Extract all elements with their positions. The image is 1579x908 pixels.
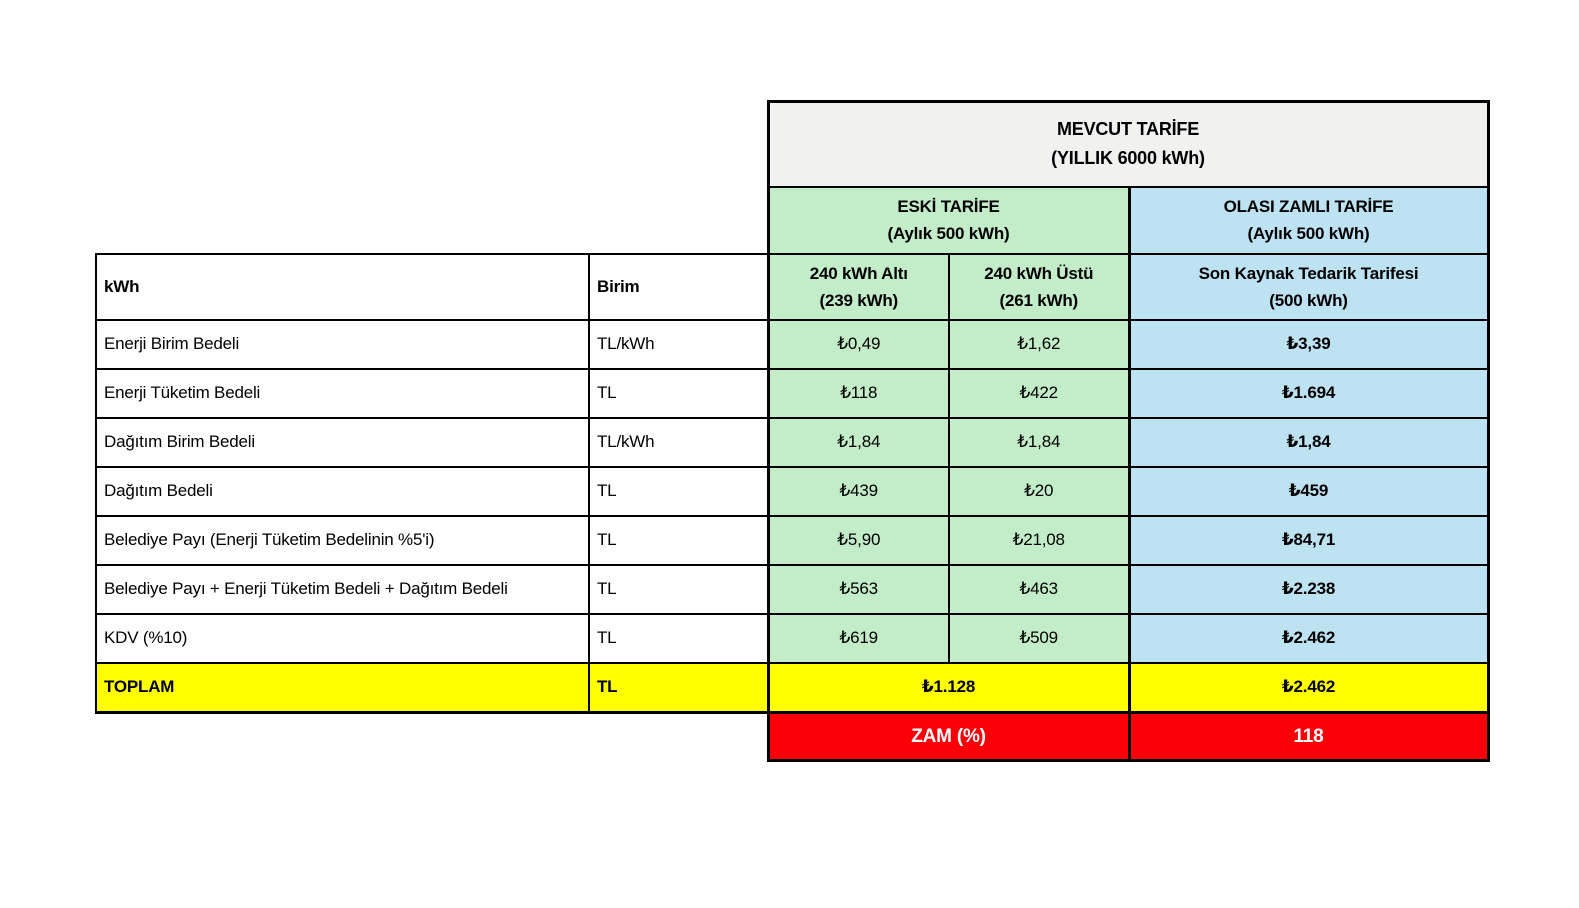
row-unit: TL/kWh xyxy=(588,416,769,468)
value-under240: ₺563 xyxy=(766,563,950,615)
value-over240: ₺509 xyxy=(948,612,1130,664)
value-zamli: ₺84,71 xyxy=(1127,514,1490,566)
row-unit: TL xyxy=(588,612,769,664)
row-unit: TL xyxy=(588,367,769,419)
value-over240: ₺21,08 xyxy=(948,514,1130,566)
col-header-under240-subtitle: (239 kWh) xyxy=(819,290,899,310)
row-label: Dağıtım Birim Bedeli xyxy=(95,416,590,468)
value-under240: ₺118 xyxy=(766,367,950,419)
row-label: Belediye Payı (Enerji Tüketim Bedelinin … xyxy=(95,514,590,566)
col-header-under240-title: 240 kWh Altı xyxy=(809,263,908,283)
tariff-comparison-table: MEVCUT TARİFE (YILLIK 6000 kWh) ESKİ TAR… xyxy=(95,100,1490,762)
row-label: KDV (%10) xyxy=(95,612,590,664)
value-over240: ₺20 xyxy=(948,465,1130,517)
row-unit: TL xyxy=(588,465,769,517)
zam-row: ZAM (%) 118 xyxy=(96,711,1490,762)
value-zamli: ₺1.694 xyxy=(1127,367,1490,419)
col-header-son-kaynak-subtitle: (500 kWh) xyxy=(1269,290,1348,310)
col-header-birim: Birim xyxy=(588,252,769,321)
value-over240: ₺422 xyxy=(948,367,1130,419)
value-under240: ₺619 xyxy=(766,612,950,664)
col-header-kwh: kWh xyxy=(95,252,590,321)
total-eski-value: ₺1.128 xyxy=(766,661,1130,714)
row-unit: TL/kWh xyxy=(588,318,769,370)
table-row: Belediye Payı + Enerji Tüketim Bedeli + … xyxy=(95,563,1490,615)
col-header-son-kaynak: Son Kaynak Tedarik Tarifesi (500 kWh) xyxy=(1127,252,1490,321)
empty-bottom-left xyxy=(96,713,768,761)
value-under240: ₺1,84 xyxy=(766,416,950,468)
eski-tarife-subtitle: (Aylık 500 kWh) xyxy=(887,224,1010,243)
table-row: Dağıtım Birim Bedeli TL/kWh ₺1,84 ₺1,84 … xyxy=(95,416,1490,468)
table-row: Enerji Birim Bedeli TL/kWh ₺0,49 ₺1,62 ₺… xyxy=(95,318,1490,370)
col-header-over240-title: 240 kWh Üstü xyxy=(984,263,1094,283)
table-row: Dağıtım Bedeli TL ₺439 ₺20 ₺459 xyxy=(95,465,1490,517)
value-under240: ₺439 xyxy=(766,465,950,517)
value-over240: ₺1,84 xyxy=(948,416,1130,468)
value-under240: ₺0,49 xyxy=(766,318,950,370)
table-row: Belediye Payı (Enerji Tüketim Bedelinin … xyxy=(95,514,1490,566)
col-header-over240-subtitle: (261 kWh) xyxy=(999,290,1079,310)
value-under240: ₺5,90 xyxy=(766,514,950,566)
value-over240: ₺1,62 xyxy=(948,318,1130,370)
value-zamli: ₺459 xyxy=(1127,465,1490,517)
col-header-under240: 240 kWh Altı (239 kWh) xyxy=(766,252,950,321)
table-row: Enerji Tüketim Bedeli TL ₺118 ₺422 ₺1.69… xyxy=(95,367,1490,419)
mevcut-tarife-subtitle: (YILLIK 6000 kWh) xyxy=(1051,148,1205,169)
zamli-tarife-subtitle: (Aylık 500 kWh) xyxy=(1247,224,1370,243)
eski-tarife-title: ESKİ TARİFE xyxy=(897,197,1000,216)
col-header-son-kaynak-title: Son Kaynak Tedarik Tarifesi xyxy=(1198,263,1419,283)
value-zamli: ₺2.462 xyxy=(1127,612,1490,664)
row-label: Dağıtım Bedeli xyxy=(95,465,590,517)
zamli-tarife-title: OLASI ZAMLI TARİFE xyxy=(1223,197,1394,216)
value-zamli: ₺1,84 xyxy=(1127,416,1490,468)
zam-label: ZAM (%) xyxy=(766,711,1130,762)
mevcut-tarife-title: MEVCUT TARİFE xyxy=(1056,119,1200,140)
row-unit: TL xyxy=(588,563,769,615)
mevcut-tarife-header: MEVCUT TARİFE (YILLIK 6000 kWh) xyxy=(766,100,1490,188)
empty-sub-left xyxy=(96,187,768,254)
value-zamli: ₺2.238 xyxy=(1127,563,1490,615)
zam-value: 118 xyxy=(1127,711,1490,762)
col-header-over240: 240 kWh Üstü (261 kWh) xyxy=(948,252,1130,321)
empty-top-left xyxy=(96,102,768,187)
total-zamli-value: ₺2.462 xyxy=(1127,661,1490,714)
table-row: KDV (%10) TL ₺619 ₺509 ₺2.462 xyxy=(95,612,1490,664)
row-label: Belediye Payı + Enerji Tüketim Bedeli + … xyxy=(95,563,590,615)
total-row: TOPLAM TL ₺1.128 ₺2.462 xyxy=(95,661,1490,714)
total-label: TOPLAM xyxy=(95,661,590,714)
row-label: Enerji Birim Bedeli xyxy=(95,318,590,370)
row-unit: TL xyxy=(588,514,769,566)
total-unit: TL xyxy=(588,661,769,714)
row-label: Enerji Tüketim Bedeli xyxy=(95,367,590,419)
value-over240: ₺463 xyxy=(948,563,1130,615)
eski-tarife-header: ESKİ TARİFE (Aylık 500 kWh) xyxy=(766,185,1130,255)
value-zamli: ₺3,39 xyxy=(1127,318,1490,370)
zamli-tarife-header: OLASI ZAMLI TARİFE (Aylık 500 kWh) xyxy=(1127,185,1490,255)
